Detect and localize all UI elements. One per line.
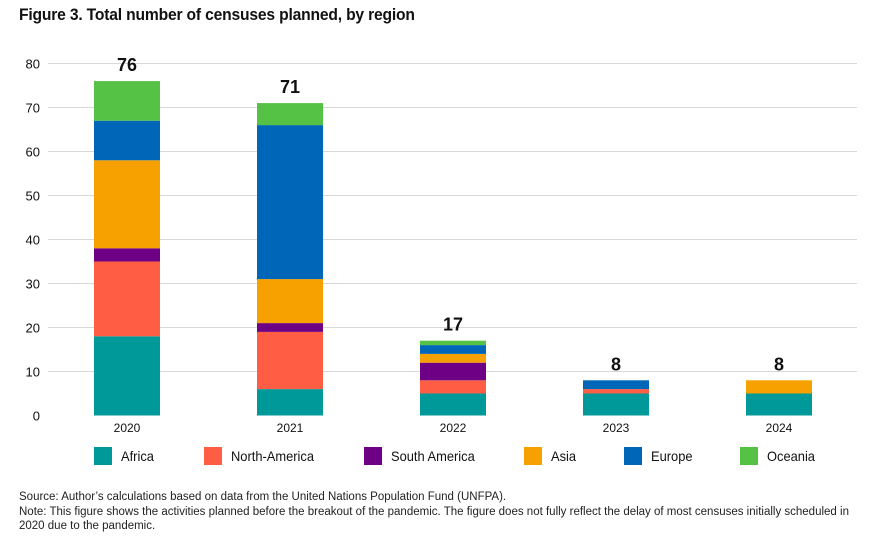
y-tick-label: 0 <box>33 409 40 424</box>
bar-segment-africa <box>257 389 323 416</box>
legend-label: North-America <box>231 448 315 464</box>
legend-label: Asia <box>551 448 577 464</box>
legend-item-north-america: North-America <box>204 446 321 466</box>
x-axis-ticks: 2020 2021 2022 2023 2024 <box>114 421 793 435</box>
x-tick-label: 2020 <box>114 421 141 435</box>
legend: Africa North-America South America Asia Euro… <box>94 446 834 468</box>
x-tick-label: 2023 <box>603 421 630 435</box>
bar-segment-north-america <box>257 331 323 390</box>
y-tick-label: 40 <box>26 233 40 248</box>
bar-segment-asia <box>94 160 160 249</box>
bar-segment-north-america <box>420 380 486 394</box>
legend-label: Africa <box>121 448 154 464</box>
y-tick-label: 10 <box>26 365 40 380</box>
y-tick-label: 20 <box>26 321 40 336</box>
bar-segment-europe <box>583 380 649 390</box>
y-tick-label: 60 <box>26 145 40 160</box>
chart-title: Figure 3. Total number of censuses plann… <box>19 5 415 24</box>
bar-segment-europe <box>420 345 486 354</box>
bar-segment-asia <box>257 279 323 324</box>
legend-item-europe: Europe <box>624 446 696 466</box>
legend-item-oceania: Oceania <box>740 446 819 466</box>
bar-segment-africa <box>94 336 160 416</box>
legend-swatch <box>364 447 382 465</box>
y-tick-label: 70 <box>26 101 40 116</box>
bar-segment-africa <box>583 393 649 416</box>
bar-segment-south-america <box>257 323 323 332</box>
total-labels: 76 71 17 8 8 <box>117 55 784 374</box>
total-label: 17 <box>443 315 463 335</box>
legend-label: South America <box>391 448 475 464</box>
bar-segment-south-america <box>94 248 160 262</box>
legend-item-asia: Asia <box>524 446 578 466</box>
x-tick-label: 2024 <box>766 421 793 435</box>
bar-segment-south-america <box>420 362 486 381</box>
source-text: Source: Author’s calculations based on d… <box>19 491 507 503</box>
legend-swatch <box>740 447 758 465</box>
bar-segment-asia <box>746 380 812 394</box>
note-text: Note: This figure shows the activities p… <box>19 505 849 533</box>
bar-segment-africa <box>420 393 486 416</box>
total-label: 76 <box>117 55 137 75</box>
y-axis-ticks: 0 10 20 30 40 50 60 70 80 <box>26 57 40 424</box>
legend-swatch <box>94 447 112 465</box>
bar-segment-europe <box>257 125 323 280</box>
bar-segment-europe <box>94 120 160 161</box>
total-label: 8 <box>611 354 621 374</box>
total-label: 8 <box>774 354 784 374</box>
y-tick-label: 30 <box>26 277 40 292</box>
legend-label: Oceania <box>767 448 815 464</box>
legend-item-south-america: South America <box>364 446 482 466</box>
legend-item-africa: Africa <box>94 446 157 466</box>
legend-label: Europe <box>651 448 693 464</box>
total-label: 71 <box>280 77 300 97</box>
bar-segment-asia <box>420 353 486 363</box>
bar-segment-africa <box>746 393 812 416</box>
bar-segment-oceania <box>94 81 160 121</box>
x-tick-label: 2021 <box>277 421 304 435</box>
legend-swatch <box>204 447 222 465</box>
legend-swatch <box>524 447 542 465</box>
bars <box>94 81 812 416</box>
x-tick-label: 2022 <box>440 421 467 435</box>
bar-segment-north-america <box>94 261 160 337</box>
notes: Source: Author’s calculations based on d… <box>19 490 859 534</box>
bar-segment-north-america <box>583 389 649 394</box>
y-tick-label: 50 <box>26 189 40 204</box>
bar-segment-oceania <box>420 340 486 346</box>
y-tick-label: 80 <box>26 57 40 72</box>
legend-swatch <box>624 447 642 465</box>
bar-segment-oceania <box>257 103 323 126</box>
